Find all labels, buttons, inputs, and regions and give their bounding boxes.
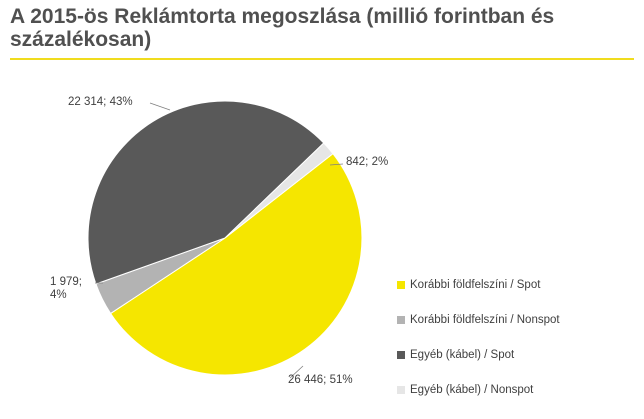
data-label-2: 4% (50, 289, 67, 301)
legend-label: Korábbi földfelszíni / Spot (410, 278, 541, 291)
chart-title: A 2015-ös Reklámtorta megoszlása (millió… (10, 5, 555, 51)
data-label-3: 22 314; 43% (68, 96, 133, 108)
legend-label: Korábbi földfelszíni / Nonspot (410, 313, 560, 326)
data-label-1: 26 446; 51% (288, 374, 353, 386)
pie-slice-4 (224, 142, 334, 239)
leader-line (289, 365, 304, 379)
legend-item-korabbi-nonspot: Korábbi földfelszíni / Nonspot (397, 311, 560, 328)
title-divider (10, 58, 634, 60)
legend-item-egyeb-nonspot: Egyéb (kábel) / Nonspot (397, 381, 560, 398)
legend-swatch (397, 315, 405, 324)
pie-slice-3 (87, 100, 325, 285)
legend-swatch (397, 385, 405, 394)
data-label-2: 1 979; (50, 276, 82, 288)
legend-swatch (397, 280, 405, 289)
legend-label: Egyéb (kábel) / Spot (410, 348, 515, 361)
legend-label: Egyéb (kábel) / Nonspot (410, 383, 534, 396)
leader-line (329, 163, 344, 166)
legend-item-egyeb-spot: Egyéb (kábel) / Spot (397, 346, 560, 363)
legend: Korábbi földfelszíni / Spot Korábbi föld… (397, 276, 560, 416)
leader-line (149, 102, 171, 111)
legend-item-korabbi-spot: Korábbi földfelszíni / Spot (397, 276, 560, 293)
legend-swatch (397, 350, 405, 359)
pie-slice-1 (109, 152, 363, 376)
data-label-4: 842; 2% (346, 156, 388, 168)
